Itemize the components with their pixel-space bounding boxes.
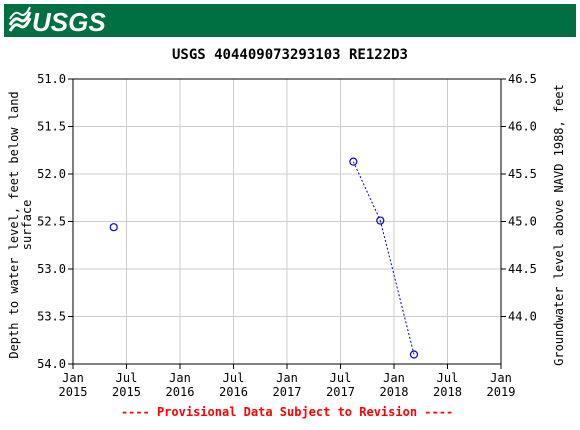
y-tick-label-right: 44.0 (508, 310, 537, 324)
x-tick-label-month: Jul (330, 371, 352, 385)
series-line-segment (379, 220, 415, 355)
usgs-logo-text: USGS (32, 7, 106, 37)
y-tick-label-right: 44.5 (508, 262, 537, 276)
y-tick-label-left: 52.0 (37, 167, 66, 181)
provisional-footnote: ---- Provisional Data Subject to Revisio… (121, 405, 453, 419)
x-tick-label-month: Jan (62, 371, 84, 385)
x-tick-label-year: 2017 (326, 385, 355, 399)
x-tick-label-month: Jul (116, 371, 138, 385)
x-tick-label-month: Jan (383, 371, 405, 385)
x-tick-label-year: 2017 (273, 385, 302, 399)
x-tick-label-year: 2016 (219, 385, 248, 399)
x-tick-label-month: Jul (223, 371, 245, 385)
data-point (409, 350, 419, 359)
ticks: 51.0 51.5 52.0 52.5 53.0 53.5 54.0 46.5 46.0 45.5… (37, 72, 537, 399)
x-tick-label-year: 2015 (112, 385, 141, 399)
series (109, 157, 419, 359)
y-tick-label-right: 46.5 (508, 72, 537, 86)
y-tick-label-left: 54.0 (37, 357, 66, 371)
data-point (349, 157, 358, 166)
grid (73, 79, 501, 364)
y-tick-label-right: 46.0 (508, 120, 537, 134)
usgs-logo: USGS (8, 6, 106, 37)
y-tick-label-left: 52.5 (37, 215, 66, 229)
data-point (109, 223, 118, 232)
x-tick-label-year: 2019 (487, 385, 516, 399)
x-tick-label-year: 2018 (380, 385, 409, 399)
y-axis-label-left-line2: surface (20, 200, 34, 251)
usgs-banner: USGS (4, 4, 576, 37)
x-tick-label-year: 2018 (433, 385, 462, 399)
y-tick-label-left: 51.0 (37, 72, 66, 86)
data-point (376, 216, 385, 225)
x-tick-label-year: 2016 (166, 385, 195, 399)
x-tick-label-month: Jul (437, 371, 459, 385)
y-tick-label-left: 53.5 (37, 310, 66, 324)
x-tick-label-month: Jan (276, 371, 298, 385)
y-tick-label-left: 51.5 (37, 120, 66, 134)
x-tick-label-year: 2015 (59, 385, 88, 399)
y-axis-label-left-line1: Depth to water level, feet below land (7, 91, 21, 358)
y-axis-label-right: Groundwater level above NAVD 1988, feet (552, 84, 566, 366)
y-tick-label-right: 45.5 (508, 167, 537, 181)
y-tick-label-left: 53.0 (37, 262, 66, 276)
x-tick-label-month: Jan (169, 371, 191, 385)
usgs-wave-icon (8, 6, 32, 32)
chart-title: USGS 404409073293103 RE122D3 (172, 47, 408, 63)
x-tick-label-month: Jan (490, 371, 512, 385)
series-line-segment (352, 161, 381, 221)
y-tick-label-right: 45.0 (508, 215, 537, 229)
